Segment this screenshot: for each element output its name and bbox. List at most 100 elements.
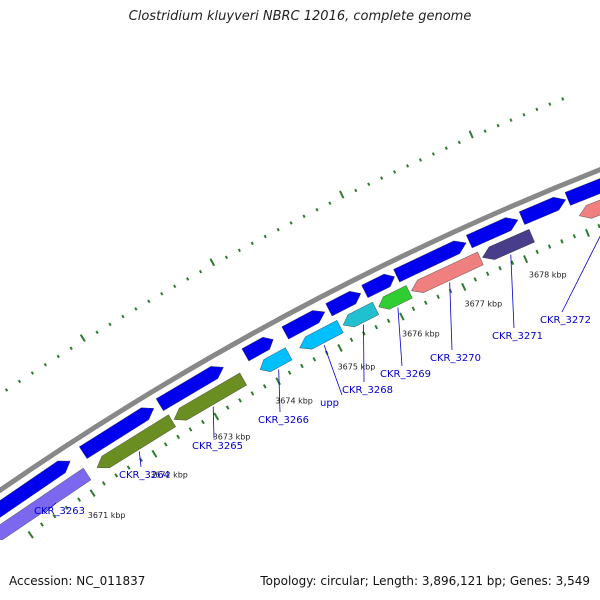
inner-tick [262, 384, 267, 389]
gene-label[interactable]: CKR_3269 [380, 369, 431, 380]
gene-label[interactable]: CKR_3264 [119, 470, 170, 481]
outer-tick [263, 234, 267, 239]
outer-tick [224, 255, 229, 260]
inner-tick [52, 513, 57, 519]
kbp-scale-labels: 3671 kbp 3672 kbp 3673 kbp 3674 kbp 3675 kbp… [88, 270, 567, 520]
leader-line [212, 406, 215, 439]
outer-tick [186, 277, 190, 281]
forward-gene-3[interactable] [155, 366, 224, 411]
inner-tick [114, 473, 119, 478]
outer-tick [209, 258, 216, 267]
inner-tick [498, 265, 502, 271]
leader-line [138, 451, 142, 468]
inner-tick [89, 489, 96, 498]
gene-label[interactable]: CKR_3268 [342, 385, 393, 396]
outer-tick [237, 248, 241, 253]
inner-tick [374, 324, 379, 330]
outer-tick [315, 207, 319, 212]
inner-tick [399, 312, 405, 321]
forward-gene-9[interactable] [466, 217, 519, 249]
inner-tick [213, 412, 220, 421]
forward-gene-11[interactable] [564, 165, 600, 206]
inner-tick-marks [27, 223, 600, 539]
outer-tick [457, 140, 461, 145]
reverse-gene-1[interactable] [0, 467, 92, 540]
reverse-gene-4[interactable] [259, 347, 293, 372]
reverse-strand-genes [0, 180, 600, 540]
inner-tick [510, 260, 515, 265]
outer-tick [276, 227, 280, 232]
outer-tick [380, 176, 384, 180]
outer-tick [4, 388, 9, 392]
topology-summary: Topology: circular; Length: 3,896,121 bp… [260, 574, 590, 588]
outer-tick [522, 112, 526, 117]
forward-gene-7[interactable] [361, 273, 395, 298]
outer-tick [393, 170, 397, 174]
outer-tick [561, 97, 565, 101]
outer-tick [367, 182, 371, 187]
outer-tick [121, 314, 125, 319]
kbp-label: 3671 kbp [88, 511, 126, 520]
inner-tick [225, 405, 230, 410]
gene-label[interactable]: CKR_3266 [258, 415, 309, 426]
inner-tick [27, 530, 34, 539]
inner-tick [523, 255, 529, 264]
kbp-label: 3678 kbp [529, 270, 567, 279]
inner-tick [64, 505, 69, 511]
kbp-label: 3677 kbp [465, 300, 503, 309]
outer-tick [444, 146, 448, 150]
outer-tick [69, 346, 73, 351]
forward-gene-1[interactable] [0, 460, 71, 529]
forward-strand-genes [0, 165, 600, 529]
inner-tick [349, 337, 354, 343]
gene-label[interactable]: CKR_3263 [34, 506, 85, 517]
leader-line [449, 282, 453, 351]
gene-label[interactable]: CKR_3272 [540, 315, 591, 326]
inner-tick [151, 449, 158, 458]
leader-line [510, 254, 515, 329]
kbp-label: 3674 kbp [275, 397, 313, 406]
inner-tick [411, 306, 416, 311]
genome-backbone [0, 167, 600, 494]
inner-tick [461, 282, 467, 292]
outer-tick [431, 152, 435, 156]
forward-gene-6[interactable] [325, 291, 362, 317]
reverse-gene-10[interactable] [578, 180, 600, 219]
forward-gene-8[interactable] [393, 240, 467, 283]
inner-tick [423, 300, 428, 305]
kbp-label: 3675 kbp [338, 363, 376, 372]
gene-label[interactable]: upp [320, 398, 339, 409]
reverse-gene-6[interactable] [342, 301, 380, 328]
reverse-gene-5[interactable] [299, 320, 344, 350]
outer-tick [483, 129, 487, 133]
inner-tick [312, 357, 317, 362]
leader-line [323, 344, 343, 396]
reverse-gene-8[interactable] [410, 251, 484, 293]
inner-tick [585, 228, 590, 238]
outer-tick [134, 307, 138, 311]
forward-gene-2[interactable] [79, 407, 155, 459]
inner-tick [250, 391, 255, 396]
forward-gene-4[interactable] [241, 336, 274, 362]
gene-label[interactable]: CKR_3271 [492, 331, 543, 342]
outer-tick [339, 190, 345, 199]
gene-label[interactable]: CKR_3265 [192, 441, 243, 452]
gene-label[interactable]: CKR_3270 [430, 353, 481, 364]
reverse-gene-7[interactable] [378, 285, 413, 310]
reverse-gene-9[interactable] [482, 229, 535, 260]
outer-tick [250, 241, 254, 246]
forward-gene-10[interactable] [518, 196, 567, 225]
outer-tick [328, 201, 332, 206]
inner-tick [287, 370, 292, 375]
outer-tick [56, 354, 60, 359]
outer-tick [468, 130, 474, 139]
outer-tick [418, 158, 422, 162]
inner-tick [572, 233, 577, 239]
leader-line [278, 369, 281, 413]
kbp-label: 3672 kbp [150, 471, 188, 480]
inner-tick [188, 427, 193, 432]
leader-line [561, 235, 600, 313]
reverse-gene-2[interactable] [96, 414, 176, 469]
forward-gene-5[interactable] [281, 310, 326, 340]
reverse-gene-3[interactable] [173, 372, 247, 421]
